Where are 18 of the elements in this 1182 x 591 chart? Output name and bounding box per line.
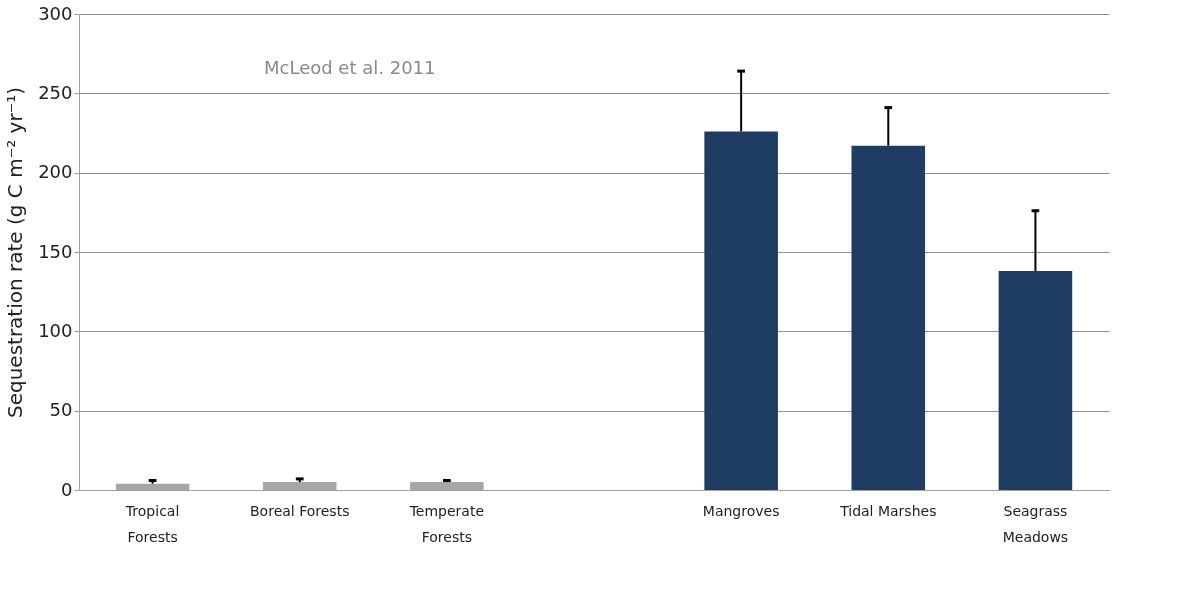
y-tick-label: 0 (61, 478, 73, 500)
y-tick-label: 50 (49, 399, 73, 421)
x-tick-label: Temperate Forests (408, 502, 485, 545)
bar (998, 271, 1073, 490)
x-tick-label: Tropical Forests (124, 502, 180, 545)
y-tick-label: 150 (38, 240, 73, 262)
y-tick-label: 200 (38, 161, 73, 183)
annotation: McLeod et al. 2011 (264, 57, 436, 78)
bar (851, 145, 926, 490)
y-tick-label: 250 (38, 81, 73, 103)
x-tick-label: Mangroves (702, 502, 780, 519)
bar (704, 131, 778, 490)
x-tick-label: Boreal Forests (250, 502, 350, 519)
x-tick-label: Tidal Marshes (839, 502, 937, 519)
y-tick-label: 100 (38, 319, 73, 341)
x-tick-label: Seagrass Meadows (1002, 502, 1069, 545)
y-tick-label: 300 (38, 2, 73, 24)
y-axis-title: Sequestration rate (g C m⁻² yr⁻¹) (3, 86, 28, 419)
